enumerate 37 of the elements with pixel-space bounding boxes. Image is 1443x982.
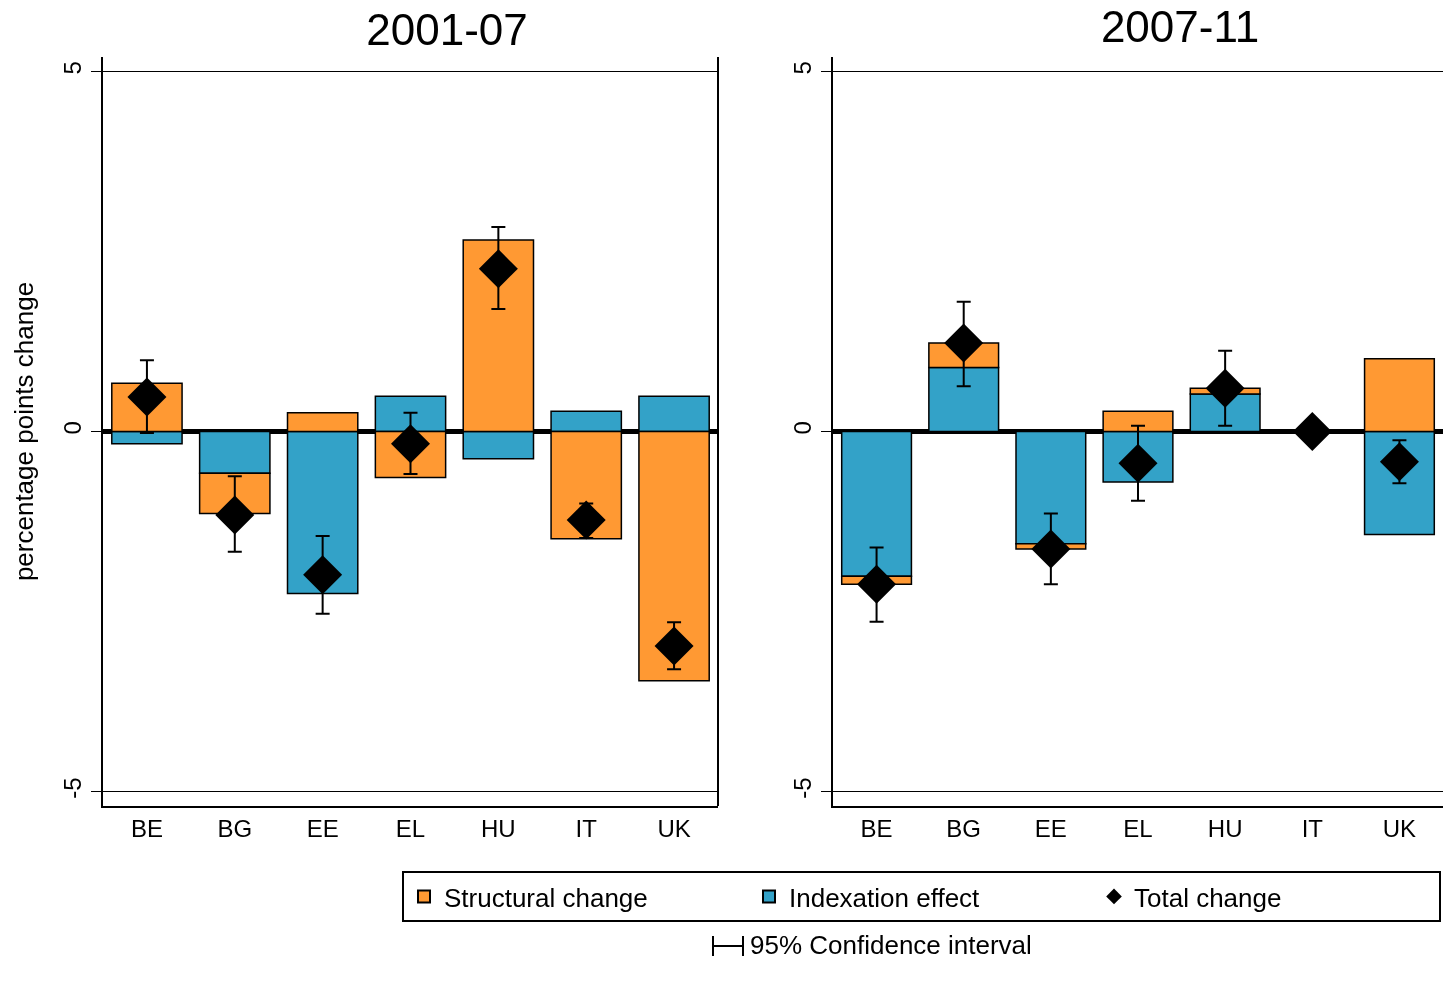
y-tick-label: 0 [789,421,817,435]
text: 95% Confidence interval [750,930,1032,961]
x-tick-label: IT [1301,814,1324,842]
legend-label: Indexation effect [789,882,981,913]
point [1292,412,1332,451]
chart-title: 2001-07 [366,5,528,55]
point [944,323,984,363]
x-tick-label: BG [217,814,253,842]
point [857,564,897,604]
x-tick-label: HU [1207,814,1243,842]
y-tick-label: 0 [59,421,87,435]
point [1379,442,1419,482]
y-axis-title: percentage points change [9,281,40,582]
point [1205,368,1245,408]
legend-label: Total change [1134,882,1282,913]
point [1031,529,1071,569]
y-tick-label: 5 [59,61,87,75]
chart-title: 2007-11 [1100,2,1260,52]
x-tick-label: UK [1382,814,1417,842]
y-tick-label: -5 [789,777,817,799]
point [654,626,694,666]
x-tick-label: EE [306,814,339,842]
x-tick-label: EL [1123,814,1153,842]
y-tick-label: 5 [789,61,817,75]
x-tick-label: EL [395,814,426,842]
x-tick-label: UK [657,814,691,842]
x-tick-label: IT [575,814,598,842]
point [478,249,518,289]
x-tick-label: BG [946,814,982,842]
x-tick-label: EE [1034,814,1067,842]
point [303,555,343,595]
y-tick-label: -5 [59,777,87,799]
x-tick-label: BE [860,814,893,842]
legend-label: Structural change [444,882,648,913]
x-tick-label: HU [481,814,516,842]
x-tick-label: BE [130,814,163,842]
point [215,495,255,535]
